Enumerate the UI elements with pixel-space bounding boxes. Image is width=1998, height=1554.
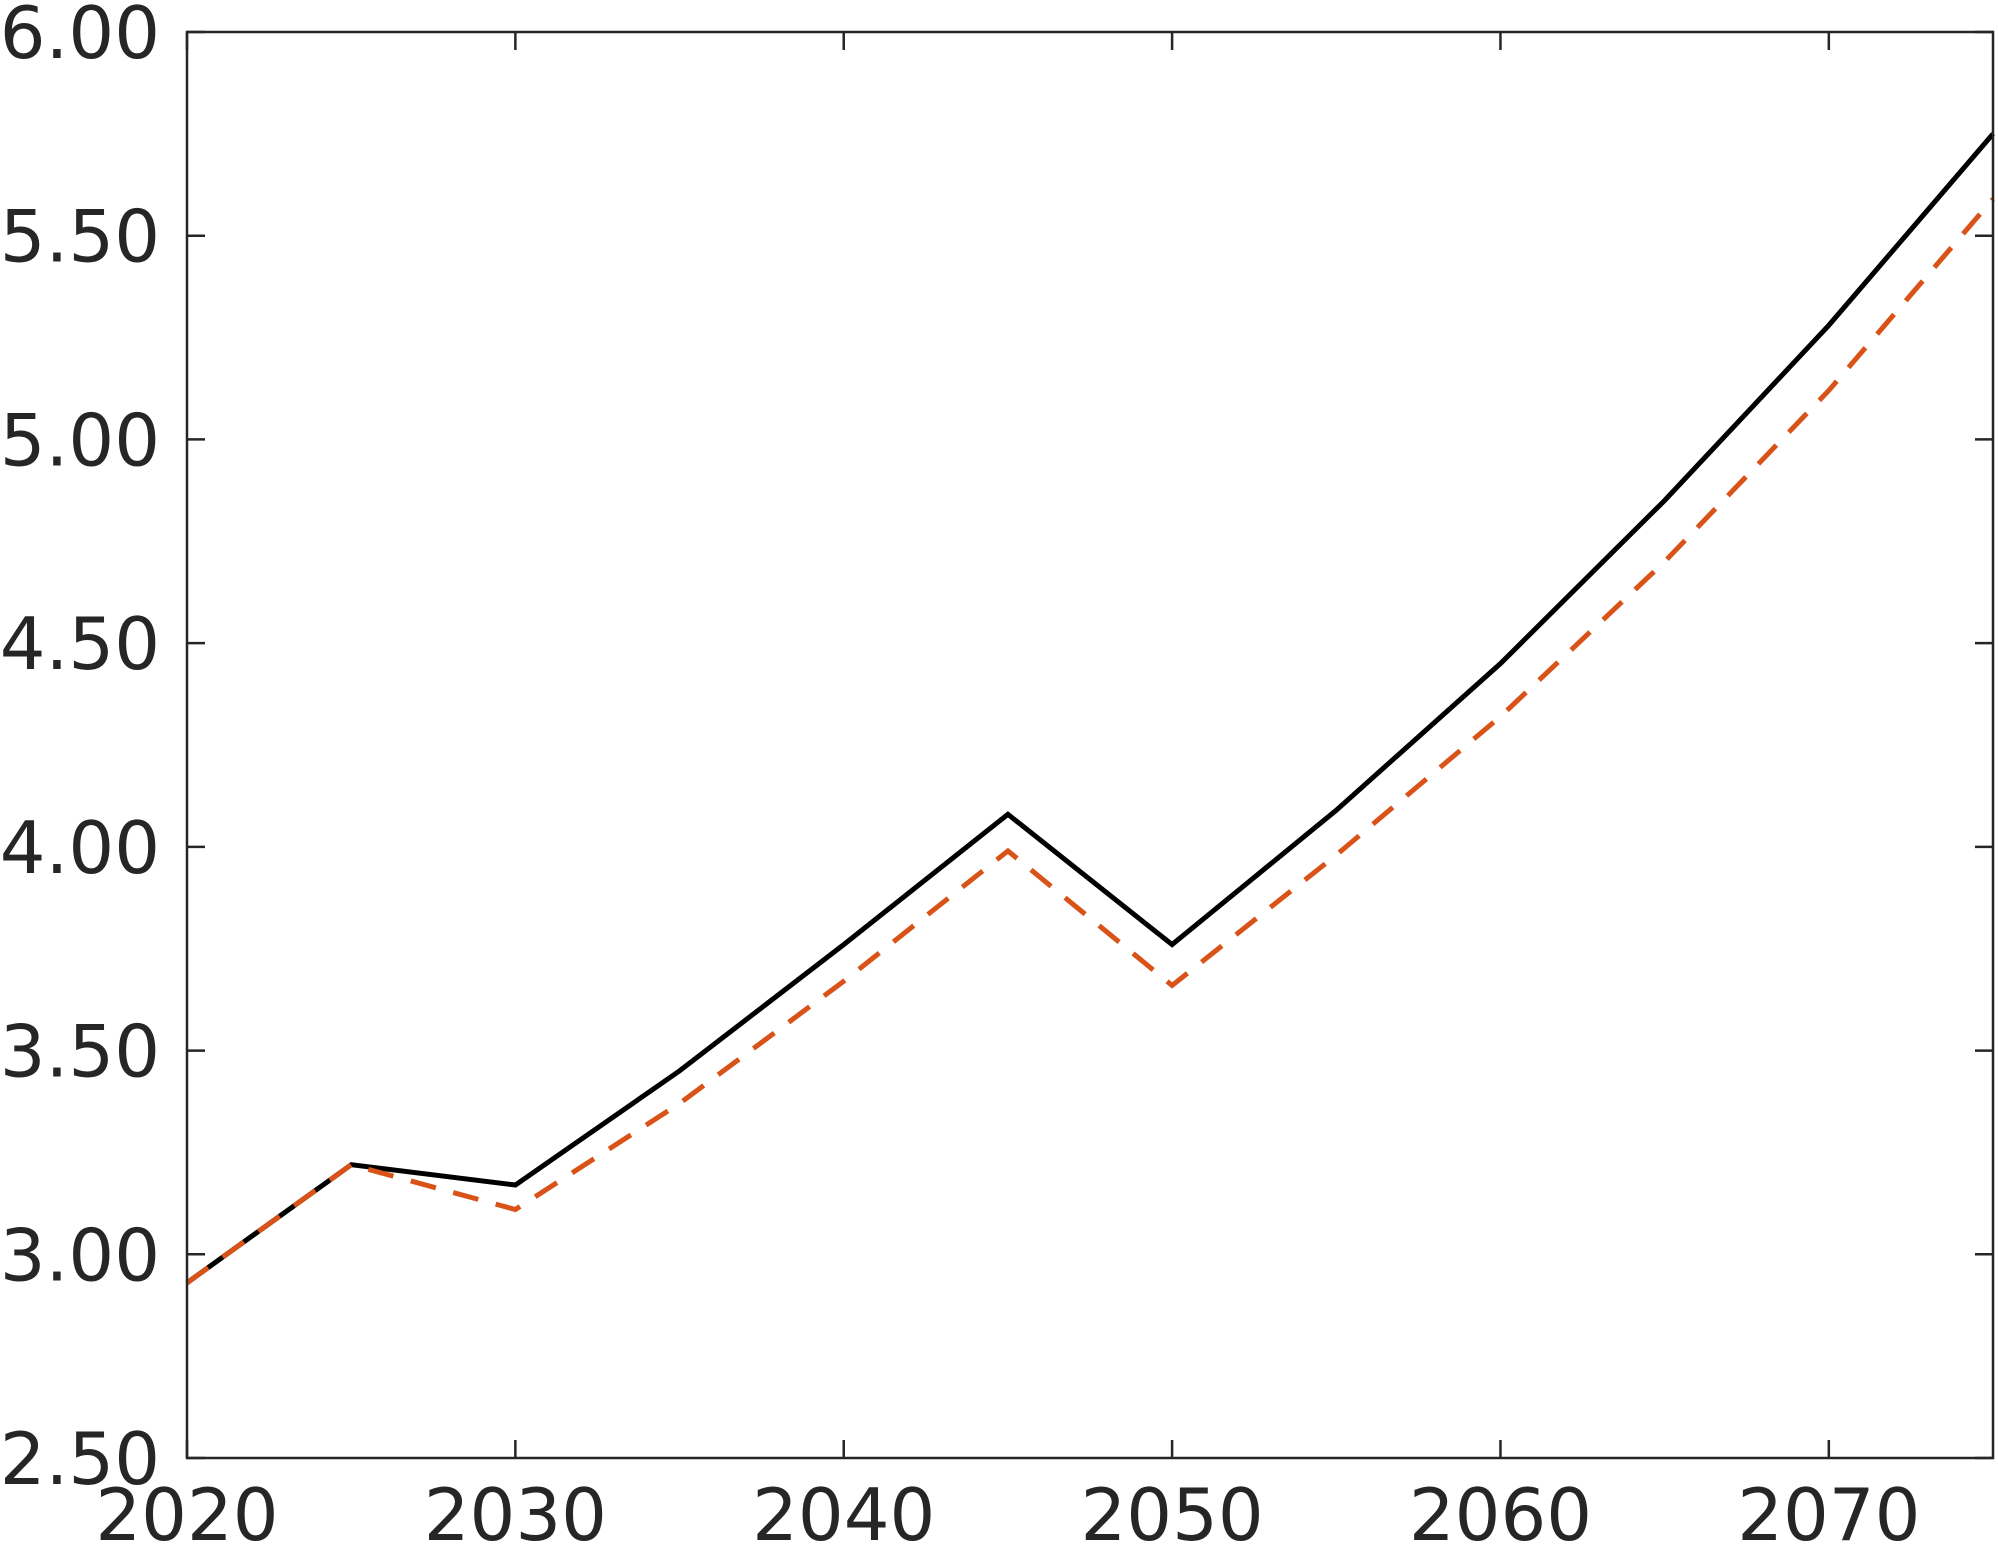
y-tick-label: 3.50: [0, 1010, 160, 1094]
y-tick-label: 6.00: [0, 0, 160, 75]
x-tick-label: 2040: [752, 1473, 935, 1554]
x-tick-label: 2070: [1737, 1473, 1920, 1554]
y-tick-label: 4.00: [0, 806, 160, 890]
y-tick-label: 2.50: [0, 1417, 160, 1501]
tick-label-layer: 2020 2030 2040 2050 2060 2070 2.50 3.00 3.50 4.00…: [0, 0, 1920, 1554]
y-tick-label: 5.50: [0, 195, 160, 279]
tick-layer: [185, 30, 1993, 1460]
series-layer: [185, 132, 1995, 1285]
x-tick-label: 2020: [95, 1473, 278, 1554]
x-tick-label: 2060: [1409, 1473, 1592, 1554]
y-tick-label: 5.00: [0, 398, 160, 482]
x-tick-label: 2050: [1080, 1473, 1263, 1554]
y-tick-label: 4.50: [0, 602, 160, 686]
y-tick-label: 3.00: [0, 1213, 160, 1297]
axes-box: [185, 30, 1995, 1460]
series-line-1: [185, 132, 1995, 1285]
x-tick-label: 2030: [424, 1473, 607, 1554]
